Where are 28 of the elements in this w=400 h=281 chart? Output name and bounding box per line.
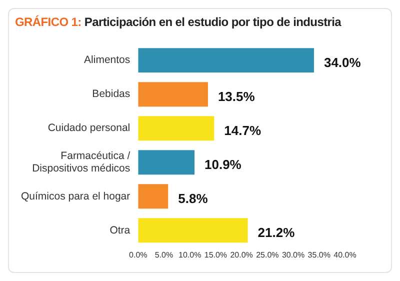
x-tick-label: 20.0%: [230, 250, 253, 260]
data-label: 34.0%: [324, 54, 362, 70]
x-tick-label: 10.0%: [178, 250, 202, 260]
x-tick-label: 0.0%: [129, 250, 148, 260]
y-tick-label: Químicos para el hogar: [20, 190, 131, 202]
x-tick-label: 15.0%: [204, 250, 228, 260]
x-tick-label: 35.0%: [308, 250, 330, 260]
x-tick-label: 5.0%: [154, 250, 174, 260]
bar: [138, 184, 168, 209]
data-label: 13.5%: [218, 88, 256, 104]
bar: [138, 82, 208, 107]
x-tick-label: 30.0%: [282, 250, 305, 260]
y-tick-label: Cuidado personal: [48, 122, 130, 134]
chart-title: GRÁFICO 1: Participación en el estudio por tipo de industria: [14, 14, 342, 29]
data-label: 5.8%: [178, 190, 208, 206]
data-label: 10.9%: [204, 156, 242, 172]
data-label: 21.2%: [258, 224, 296, 240]
x-tick-label: 25.0%: [256, 250, 279, 260]
y-tick-label: Otra: [110, 224, 130, 236]
y-tick-label: Bebidas: [92, 88, 130, 100]
bar: [138, 150, 195, 175]
y-tick-label: Farmacéutica / Dispositivos médicos: [32, 150, 130, 175]
bar: [138, 48, 314, 73]
y-tick-label: Alimentos: [84, 54, 130, 66]
bar: [138, 218, 248, 243]
x-tick-label: 40.0%: [334, 250, 356, 260]
data-label: 14.7%: [224, 122, 262, 138]
bar: [138, 116, 214, 141]
